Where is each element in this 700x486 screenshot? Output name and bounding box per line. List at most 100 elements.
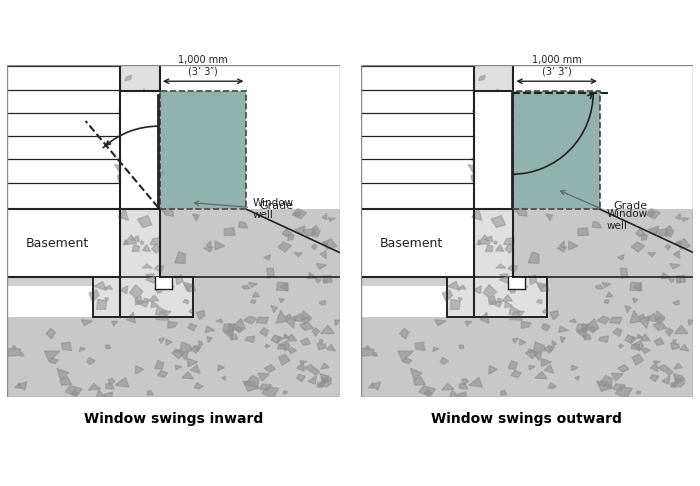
Polygon shape	[218, 365, 224, 371]
Polygon shape	[538, 285, 549, 292]
Polygon shape	[483, 285, 496, 298]
Polygon shape	[328, 218, 335, 221]
Polygon shape	[215, 241, 225, 250]
Polygon shape	[308, 376, 316, 384]
Polygon shape	[20, 352, 24, 356]
Polygon shape	[671, 382, 678, 387]
Polygon shape	[533, 342, 545, 352]
Bar	[160, 91, 246, 209]
Polygon shape	[260, 328, 268, 336]
Polygon shape	[620, 268, 628, 278]
Polygon shape	[46, 329, 55, 339]
Polygon shape	[197, 311, 205, 320]
Polygon shape	[251, 300, 256, 303]
Polygon shape	[326, 377, 331, 382]
Bar	[360, 65, 473, 397]
Polygon shape	[598, 376, 612, 388]
Polygon shape	[188, 358, 197, 367]
Polygon shape	[512, 338, 518, 344]
Polygon shape	[602, 282, 610, 287]
Polygon shape	[285, 336, 289, 338]
Polygon shape	[166, 339, 172, 345]
Polygon shape	[285, 314, 291, 319]
Polygon shape	[671, 343, 680, 350]
Polygon shape	[50, 358, 59, 364]
Polygon shape	[148, 295, 159, 301]
Polygon shape	[449, 390, 458, 400]
Polygon shape	[496, 245, 504, 251]
Polygon shape	[495, 89, 500, 92]
Polygon shape	[505, 301, 512, 308]
Polygon shape	[128, 153, 135, 158]
Polygon shape	[156, 287, 162, 293]
Polygon shape	[190, 364, 200, 373]
Polygon shape	[139, 104, 148, 112]
Polygon shape	[264, 255, 270, 260]
Polygon shape	[88, 383, 101, 390]
Polygon shape	[288, 348, 297, 353]
Polygon shape	[514, 278, 524, 285]
Polygon shape	[318, 379, 331, 387]
Polygon shape	[278, 345, 286, 349]
Polygon shape	[335, 320, 340, 326]
Polygon shape	[650, 374, 659, 382]
Polygon shape	[170, 285, 174, 287]
Polygon shape	[244, 316, 257, 324]
Polygon shape	[625, 335, 634, 344]
Polygon shape	[500, 391, 507, 395]
Polygon shape	[181, 372, 193, 379]
Polygon shape	[204, 247, 213, 252]
Polygon shape	[18, 382, 27, 390]
Polygon shape	[373, 352, 377, 356]
Polygon shape	[600, 209, 693, 397]
Polygon shape	[525, 350, 538, 359]
Polygon shape	[665, 226, 672, 230]
Polygon shape	[118, 174, 125, 182]
Polygon shape	[673, 300, 679, 305]
Text: Basement: Basement	[26, 237, 90, 250]
Polygon shape	[498, 104, 511, 114]
Polygon shape	[130, 193, 140, 204]
Polygon shape	[258, 373, 270, 381]
Polygon shape	[371, 382, 381, 390]
Polygon shape	[320, 251, 326, 259]
Polygon shape	[679, 377, 685, 382]
Polygon shape	[415, 342, 425, 350]
Polygon shape	[321, 377, 329, 384]
Polygon shape	[617, 255, 624, 260]
Polygon shape	[136, 181, 141, 186]
Polygon shape	[606, 292, 612, 297]
Polygon shape	[410, 368, 422, 380]
Polygon shape	[65, 386, 82, 397]
Bar	[514, 91, 600, 209]
Polygon shape	[183, 282, 192, 292]
Polygon shape	[515, 208, 527, 216]
Polygon shape	[322, 242, 328, 245]
Polygon shape	[71, 390, 78, 396]
Polygon shape	[301, 338, 311, 345]
Polygon shape	[164, 311, 171, 316]
Polygon shape	[547, 346, 555, 351]
Polygon shape	[146, 274, 155, 278]
Polygon shape	[489, 300, 499, 305]
Polygon shape	[634, 283, 641, 291]
Polygon shape	[611, 373, 623, 381]
Polygon shape	[45, 351, 60, 362]
Polygon shape	[108, 379, 115, 385]
Polygon shape	[118, 208, 128, 220]
Polygon shape	[631, 337, 636, 343]
Polygon shape	[491, 216, 505, 227]
Polygon shape	[206, 241, 211, 248]
Polygon shape	[155, 171, 165, 179]
Polygon shape	[524, 285, 528, 287]
Polygon shape	[137, 216, 152, 227]
Polygon shape	[155, 361, 164, 369]
Polygon shape	[678, 239, 690, 249]
Polygon shape	[440, 358, 449, 364]
Bar	[514, 91, 600, 209]
Polygon shape	[571, 365, 577, 371]
Polygon shape	[248, 282, 257, 287]
Polygon shape	[205, 326, 215, 332]
Polygon shape	[162, 208, 174, 216]
Polygon shape	[287, 334, 297, 341]
